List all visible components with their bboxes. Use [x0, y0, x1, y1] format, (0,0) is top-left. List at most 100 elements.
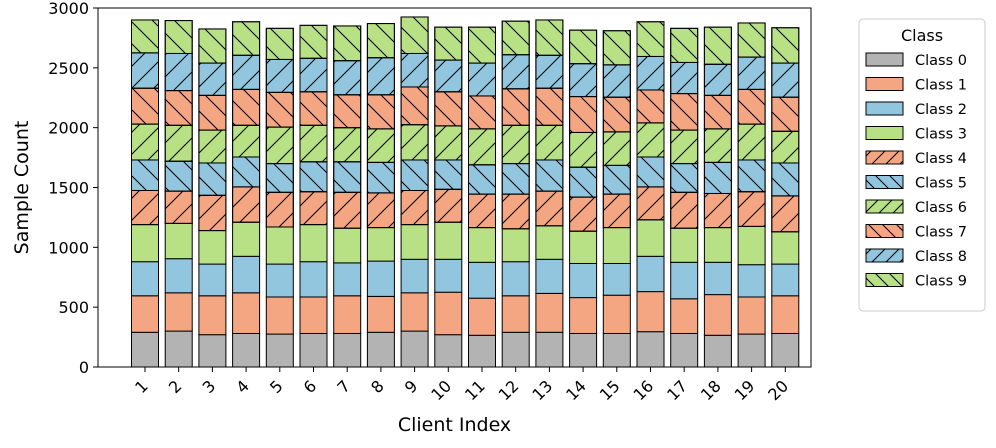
bar-hatch-client-2-class-7 — [164, 90, 193, 126]
bar-hatch-client-6-class-6 — [299, 124, 328, 163]
legend-item-class-7: Class 7 — [865, 224, 967, 241]
legend-swatch-hatch — [865, 150, 904, 165]
bar-hatch-client-16-class-4 — [636, 186, 665, 221]
bar-segment-client-20-class-2 — [771, 263, 800, 297]
bar-hatch-client-3-class-6 — [198, 129, 227, 164]
bar-segment-client-14-class-3 — [569, 230, 598, 264]
bar-hatch-client-19-class-5 — [737, 159, 766, 193]
bar-hatch-client-6-class-7 — [299, 91, 328, 126]
bar-hatch-client-17-class-6 — [670, 129, 699, 165]
bar-hatch-client-3-class-8 — [198, 62, 227, 96]
bar-segment-client-13-class-3 — [535, 225, 564, 260]
bar-segment-client-7-class-0 — [333, 332, 362, 368]
bar-hatch-client-11-class-5 — [468, 164, 496, 195]
bar-hatch-client-14-class-7 — [569, 96, 598, 133]
x-tick-label: 20 — [764, 376, 792, 404]
bar-hatch-client-20-class-9 — [771, 27, 800, 64]
bar-segment-client-10-class-1 — [434, 291, 463, 336]
bar-segment-client-1-class-2 — [131, 261, 159, 297]
y-tick-label: 3000 — [48, 0, 89, 18]
x-tick-label: 14 — [562, 376, 590, 404]
bar-segment-client-10-class-2 — [434, 258, 463, 293]
bar-hatch-client-1-class-7 — [131, 87, 159, 125]
x-axis: 1 2 3 4 5 6 7 8 9 10 11 12 13 14 15 16 17 18 19 20 — [131, 367, 792, 404]
bar-hatch-client-3-class-9 — [198, 28, 227, 64]
bar-segment-client-14-class-0 — [569, 332, 598, 368]
bar-segment-client-17-class-1 — [670, 298, 699, 334]
bar-segment-client-8-class-1 — [366, 295, 395, 333]
legend-swatch-hatch — [865, 175, 904, 189]
bar-hatch-client-17-class-7 — [670, 93, 699, 131]
legend-item-class-1: Class 1 — [865, 77, 967, 94]
bars-layer — [131, 16, 800, 368]
bar-segment-client-12-class-1 — [501, 295, 530, 333]
bar-segment-client-13-class-1 — [535, 292, 564, 333]
bar-hatch-client-7-class-6 — [333, 127, 362, 163]
bar-hatch-client-15-class-7 — [602, 96, 631, 133]
legend-item-class-8: Class 8 — [865, 248, 967, 265]
bar-segment-client-4-class-0 — [232, 332, 261, 368]
bar-segment-client-4-class-2 — [232, 255, 261, 294]
bar-segment-client-12-class-2 — [501, 261, 530, 297]
bar-hatch-client-2-class-9 — [164, 20, 193, 54]
bar-hatch-client-2-class-6 — [164, 124, 193, 162]
bar-hatch-client-9-class-8 — [400, 52, 429, 88]
bar-segment-client-2-class-1 — [164, 292, 193, 332]
bar-segment-client-17-class-0 — [670, 332, 699, 368]
bar-segment-client-16-class-3 — [636, 219, 665, 257]
bar-hatch-client-8-class-9 — [366, 23, 395, 59]
bar-hatch-client-18-class-4 — [703, 192, 732, 229]
bar-hatch-client-1-class-6 — [131, 123, 159, 161]
bar-segment-client-13-class-0 — [535, 331, 564, 368]
bar-segment-client-13-class-2 — [535, 258, 564, 294]
bar-hatch-client-14-class-5 — [569, 166, 598, 198]
legend-label: Class 3 — [915, 127, 967, 143]
bar-hatch-client-11-class-9 — [468, 26, 496, 64]
bar-hatch-client-16-class-5 — [636, 156, 665, 188]
bar-hatch-client-1-class-5 — [131, 159, 159, 191]
bar-hatch-client-10-class-8 — [434, 59, 463, 93]
bar-hatch-client-17-class-8 — [670, 61, 699, 95]
bar-segment-client-15-class-2 — [602, 262, 631, 296]
bar-hatch-client-5-class-9 — [265, 27, 294, 60]
bar-hatch-client-8-class-8 — [366, 57, 395, 96]
bar-hatch-client-7-class-5 — [333, 161, 362, 193]
bar-hatch-client-11-class-6 — [468, 128, 496, 166]
bar-segment-client-6-class-0 — [299, 332, 328, 368]
bar-hatch-client-6-class-8 — [299, 57, 328, 93]
legend-label: Class 4 — [915, 151, 967, 167]
bar-hatch-client-8-class-5 — [366, 161, 395, 194]
legend-swatch-hatch — [865, 224, 904, 238]
bar-segment-client-2-class-0 — [164, 330, 193, 368]
bar-segment-client-5-class-3 — [265, 226, 294, 265]
bar-hatch-client-17-class-9 — [670, 27, 699, 63]
bar-hatch-client-1-class-4 — [131, 189, 159, 226]
legend-swatch-hatch — [865, 273, 904, 287]
bar-segment-client-1-class-3 — [131, 224, 159, 263]
bar-segment-client-11-class-3 — [468, 227, 496, 263]
y-tick-label: 2500 — [48, 59, 89, 78]
bar-hatch-client-9-class-9 — [400, 16, 429, 54]
bar-hatch-client-12-class-6 — [501, 124, 530, 165]
bar-hatch-client-6-class-5 — [299, 161, 328, 193]
bar-segment-client-4-class-1 — [232, 292, 261, 334]
bar-segment-client-2-class-3 — [164, 222, 193, 260]
bar-hatch-client-7-class-7 — [333, 94, 362, 129]
bar-segment-client-7-class-1 — [333, 295, 362, 334]
bar-hatch-client-12-class-5 — [501, 163, 530, 195]
bar-segment-client-19-class-0 — [737, 333, 766, 368]
legend-item-class-0: Class 0 — [865, 52, 967, 69]
y-axis: 0 500 1000 1500 2000 2500 3000 — [48, 0, 98, 377]
bar-segment-client-16-class-1 — [636, 291, 665, 333]
bar-segment-client-18-class-1 — [703, 294, 732, 336]
legend-label: Class 7 — [915, 225, 967, 241]
bar-segment-client-15-class-3 — [602, 227, 631, 264]
bar-hatch-client-3-class-4 — [198, 194, 227, 232]
x-tick-label: 1 — [131, 376, 152, 397]
bar-hatch-client-11-class-7 — [468, 95, 496, 130]
bar-segment-client-19-class-1 — [737, 296, 766, 335]
bar-hatch-client-6-class-9 — [299, 24, 328, 59]
bar-segment-client-7-class-2 — [333, 262, 362, 297]
bar-hatch-client-11-class-4 — [468, 193, 496, 229]
legend-swatch — [865, 126, 904, 140]
